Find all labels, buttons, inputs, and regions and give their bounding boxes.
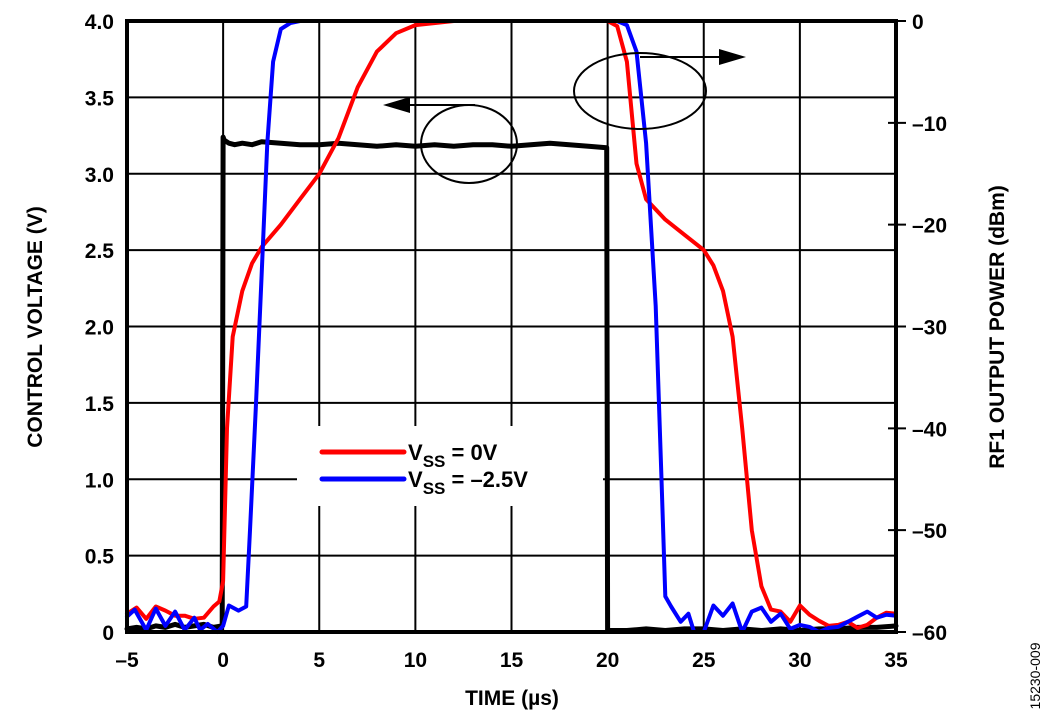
y2-tick-labels: 0 –10 –20 –30 –40 –50 –60 — [912, 11, 947, 645]
legend-label-main: V — [408, 440, 423, 465]
y-tick-label: 1.0 — [85, 469, 114, 492]
series-line-vss-minus-2-5v — [125, 19, 898, 634]
y-tick-label: 3.0 — [85, 164, 114, 187]
grid — [126, 20, 906, 633]
y-axis-title: CONTROL VOLTAGE (V) — [24, 206, 47, 448]
plot-frame — [125, 19, 898, 634]
legend-label-sub: SS — [423, 479, 446, 498]
x-tick-label: –5 — [115, 649, 139, 672]
y2-tick-label: 0 — [912, 11, 924, 34]
arrow-right-icon — [719, 49, 746, 65]
y2-tick-label: –50 — [912, 520, 947, 543]
y2-tick-label: –30 — [912, 317, 947, 340]
figure-id: 15230-009 — [1027, 642, 1043, 709]
legend-label: VSS = 0V — [408, 440, 498, 471]
arrow-left-icon — [383, 97, 410, 113]
y2-tick-label: –20 — [912, 215, 947, 238]
y-tick-label: 3.5 — [85, 87, 115, 110]
annotations — [383, 49, 746, 184]
y2-axis-title: RF1 OUTPUT POWER (dBm) — [986, 185, 1009, 469]
legend-label-main: V — [408, 467, 423, 492]
y2-tick-label: –10 — [912, 113, 947, 136]
y2-tick-label: –60 — [912, 622, 947, 645]
x-tick-label: 30 — [788, 649, 811, 672]
y-tick-label: 4.0 — [85, 11, 114, 34]
x-tick-label: 0 — [217, 649, 229, 672]
annotation-ellipse-right — [573, 52, 707, 130]
y-tick-label: 1.5 — [85, 393, 115, 416]
x-axis-title: TIME (µs) — [465, 687, 559, 710]
y-tick-label: 2.5 — [85, 240, 115, 263]
x-tick-label: 5 — [313, 649, 325, 672]
x-tick-labels: –5 0 5 10 15 20 25 30 35 — [115, 649, 908, 672]
y-tick-label: 0 — [102, 622, 114, 645]
y2-tick-label: –40 — [912, 418, 947, 441]
y-tick-label: 0.5 — [85, 546, 115, 569]
x-tick-label: 35 — [884, 649, 908, 672]
x-tick-label: 20 — [596, 649, 619, 672]
x-tick-label: 10 — [404, 649, 427, 672]
plot-border — [125, 19, 898, 634]
legend-label-sub: SS — [423, 452, 446, 471]
legend-box — [297, 426, 603, 506]
y-tick-labels: 0 0.5 1.0 1.5 2.0 2.5 3.0 3.5 4.0 — [85, 11, 115, 645]
x-tick-label: 15 — [500, 649, 524, 672]
legend-label: VSS = –2.5V — [408, 467, 528, 498]
legend-label-rest: = –2.5V — [445, 467, 528, 492]
legend-label-rest: = 0V — [445, 440, 497, 465]
y-tick-label: 2.0 — [85, 317, 114, 340]
x-tick-label: 25 — [692, 649, 716, 672]
